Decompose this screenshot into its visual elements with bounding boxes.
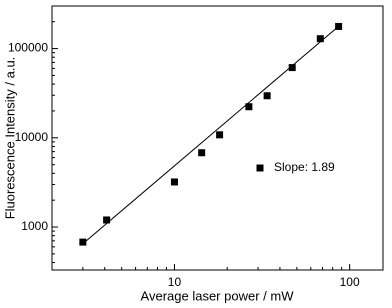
data-point [198, 149, 206, 157]
y-axis-title: Fluorescence Intensity / a.u. [2, 57, 17, 220]
x-tick-label: 100 [340, 275, 360, 289]
data-point [335, 22, 343, 30]
data-point [170, 178, 178, 186]
legend-label: Slope: 1.89 [274, 160, 335, 174]
data-point [245, 103, 253, 111]
y-tick-label: 10000 [15, 130, 49, 144]
data-point [79, 238, 87, 246]
data-point [103, 216, 111, 224]
y-tick-label: 100000 [8, 41, 48, 55]
y-tick-label: 1000 [21, 219, 48, 233]
x-axis-title: Average laser power / mW [141, 288, 295, 303]
data-point [263, 92, 271, 100]
data-point [288, 64, 296, 72]
x-tick-label: 10 [168, 275, 182, 289]
legend-marker [256, 164, 264, 172]
fit-line [82, 23, 342, 245]
data-point [316, 35, 324, 43]
data-point [216, 131, 224, 139]
